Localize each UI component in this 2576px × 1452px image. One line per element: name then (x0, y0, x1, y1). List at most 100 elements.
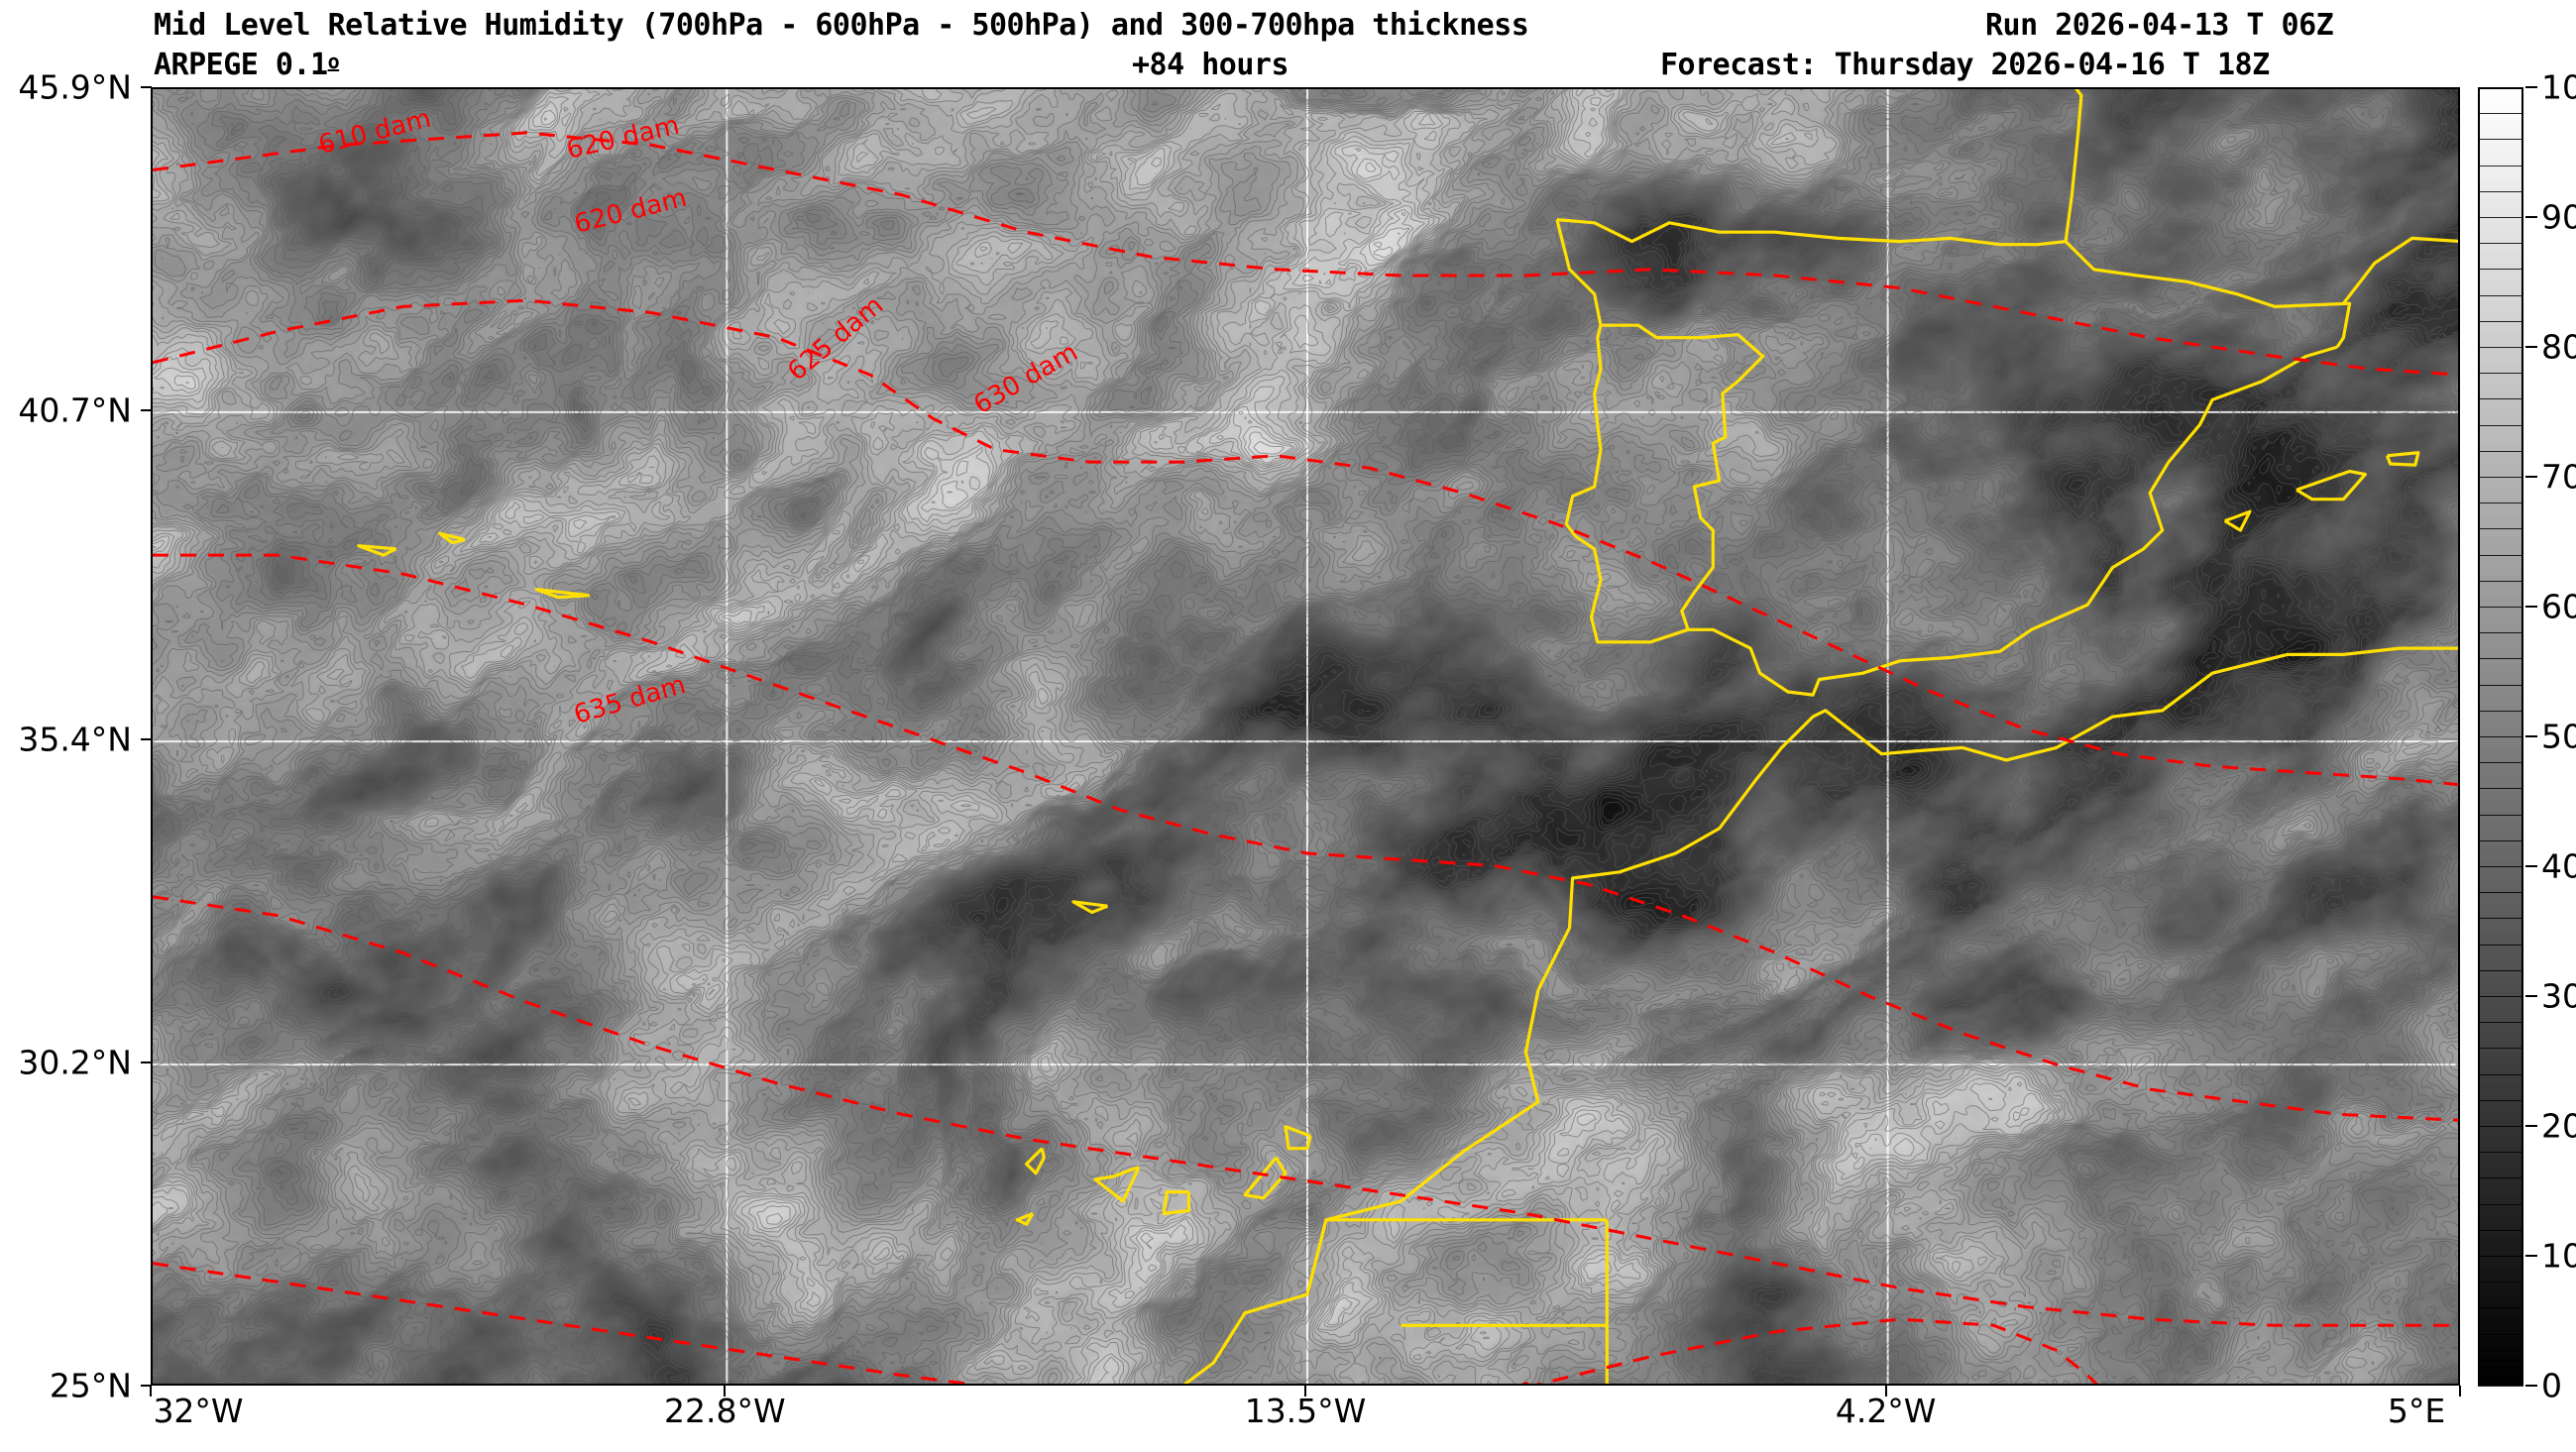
colorbar-minor-tick (2478, 892, 2523, 893)
colorbar-minor-tick (2478, 113, 2523, 114)
colorbar-minor-tick (2478, 736, 2523, 737)
colorbar-minor-tick (2478, 866, 2523, 867)
forecast-lead-time-label: +84 hours (1132, 48, 1288, 82)
colorbar-minor-tick (2478, 528, 2523, 529)
latitude-tick-label: 25°N (50, 1367, 132, 1405)
colorbar-minor-tick (2478, 970, 2523, 971)
colorbar-minor-tick (2478, 398, 2523, 399)
colorbar-minor-tick (2478, 217, 2523, 218)
latitude-tick-label: 45.9°N (18, 68, 132, 107)
colorbar-minor-tick (2478, 347, 2523, 348)
thickness-contour-path (1525, 1319, 2099, 1386)
colorbar-tick (2525, 735, 2537, 737)
colorbar-minor-tick (2478, 1230, 2523, 1231)
colorbar-tick-label: 20 (2541, 1107, 2576, 1146)
colorbar-minor-tick (2478, 607, 2523, 608)
colorbar-minor-tick (2478, 1126, 2523, 1127)
model-run-label: Run 2026-04-13 T 06Z (1985, 8, 2333, 43)
colorbar-minor-tick (2478, 1256, 2523, 1257)
map-plot-area[interactable]: 610 dam 620 dam 620 dam 625 dam 630 dam 635 d… (151, 87, 2460, 1386)
colorbar-minor-ticks (2478, 87, 2523, 1386)
colorbar-minor-tick (2478, 555, 2523, 556)
coastline-path (2387, 453, 2418, 466)
colorbar-minor-tick (2478, 321, 2523, 322)
colorbar-tick (2525, 216, 2537, 218)
colorbar-minor-tick (2478, 788, 2523, 789)
latitude-tick (141, 1061, 152, 1063)
colorbar-minor-tick (2478, 1074, 2523, 1075)
latitude-tick-label: 30.2°N (18, 1044, 132, 1082)
latitude-tick-label: 35.4°N (18, 721, 132, 759)
colorbar-minor-tick (2478, 87, 2523, 88)
model-name-text: ARPEGE 0.1 (154, 48, 328, 82)
latitude-tick (141, 86, 152, 88)
colorbar-tick (2525, 1385, 2537, 1387)
coastline-path (1017, 1214, 1033, 1225)
colorbar-minor-tick (2478, 711, 2523, 712)
latitude-tick (141, 409, 152, 411)
colorbar-tick-label: 30 (2541, 977, 2576, 1016)
colorbar-minor-tick (2478, 840, 2523, 841)
longitude-tick-label: 22.8°W (664, 1392, 786, 1430)
longitude-tick (150, 1386, 152, 1396)
colorbar-tick (2525, 995, 2537, 997)
colorbar-minor-tick (2478, 295, 2523, 296)
colorbar-tick-label: 100 (2541, 68, 2576, 107)
coastline-path (440, 533, 465, 542)
colorbar-minor-tick (2478, 632, 2523, 633)
colorbar-minor-tick (2478, 658, 2523, 659)
colorbar-minor-tick (2478, 1177, 2523, 1178)
colorbar-minor-tick (2478, 425, 2523, 426)
colorbar-tick (2525, 86, 2537, 88)
colorbar-minor-tick (2478, 269, 2523, 270)
colorbar-tick (2525, 1125, 2537, 1127)
colorbar-minor-tick (2478, 1334, 2523, 1335)
colorbar-minor-tick (2478, 918, 2523, 919)
colorbar-minor-tick (2478, 1307, 2523, 1308)
colorbar-minor-tick (2478, 1386, 2523, 1387)
colorbar-tick-label: 50 (2541, 718, 2576, 756)
colorbar-tick (2525, 865, 2537, 867)
colorbar-minor-tick (2478, 1360, 2523, 1361)
colorbar-minor-tick (2478, 1204, 2523, 1205)
colorbar-tick-label: 0 (2541, 1367, 2562, 1405)
colorbar-tick (2525, 1255, 2537, 1257)
colorbar-minor-tick (2478, 243, 2523, 244)
degree-ordinal-glyph: o (328, 50, 340, 73)
colorbar-minor-tick (2478, 1282, 2523, 1283)
colorbar-minor-tick (2478, 996, 2523, 997)
colorbar-tick-label: 10 (2541, 1237, 2576, 1276)
colorbar-minor-tick (2478, 815, 2523, 816)
thickness-contour-label: 625 dam (782, 290, 889, 387)
colorbar-tick-label: 70 (2541, 458, 2576, 497)
colorbar-minor-tick (2478, 762, 2523, 763)
colorbar-tick (2525, 346, 2537, 348)
longitude-tick (2459, 1386, 2461, 1396)
longitude-tick-label: 32°W (153, 1392, 243, 1430)
longitude-tick-label: 5°E (2388, 1392, 2445, 1430)
colorbar-minor-tick (2478, 1022, 2523, 1023)
colorbar-minor-tick (2478, 477, 2523, 478)
colorbar-minor-tick (2478, 373, 2523, 374)
thickness-contour-label: 630 dam (969, 337, 1083, 420)
colorbar-minor-tick (2478, 166, 2523, 167)
colorbar-tick-label: 40 (2541, 847, 2576, 886)
model-name-label: ARPEGE 0.1o (154, 48, 339, 82)
colorbar-minor-tick (2478, 451, 2523, 452)
colorbar-minor-tick (2478, 191, 2523, 192)
colorbar-tick-label: 60 (2541, 588, 2576, 626)
colorbar-minor-tick (2478, 685, 2523, 686)
latitude-tick-label: 40.7°N (18, 391, 132, 429)
coastline-path (2296, 472, 2365, 500)
longitude-tick-label: 13.5°W (1245, 1392, 1367, 1430)
colorbar-tick-label: 90 (2541, 198, 2576, 237)
colorbar-minor-tick (2478, 581, 2523, 582)
colorbar-tick (2525, 606, 2537, 608)
colorbar-minor-tick (2478, 1048, 2523, 1049)
forecast-valid-label: Forecast: Thursday 2026-04-16 T 18Z (1660, 48, 2270, 82)
coastline-path (359, 546, 396, 555)
colorbar-minor-tick (2478, 139, 2523, 140)
colorbar-minor-tick (2478, 945, 2523, 946)
